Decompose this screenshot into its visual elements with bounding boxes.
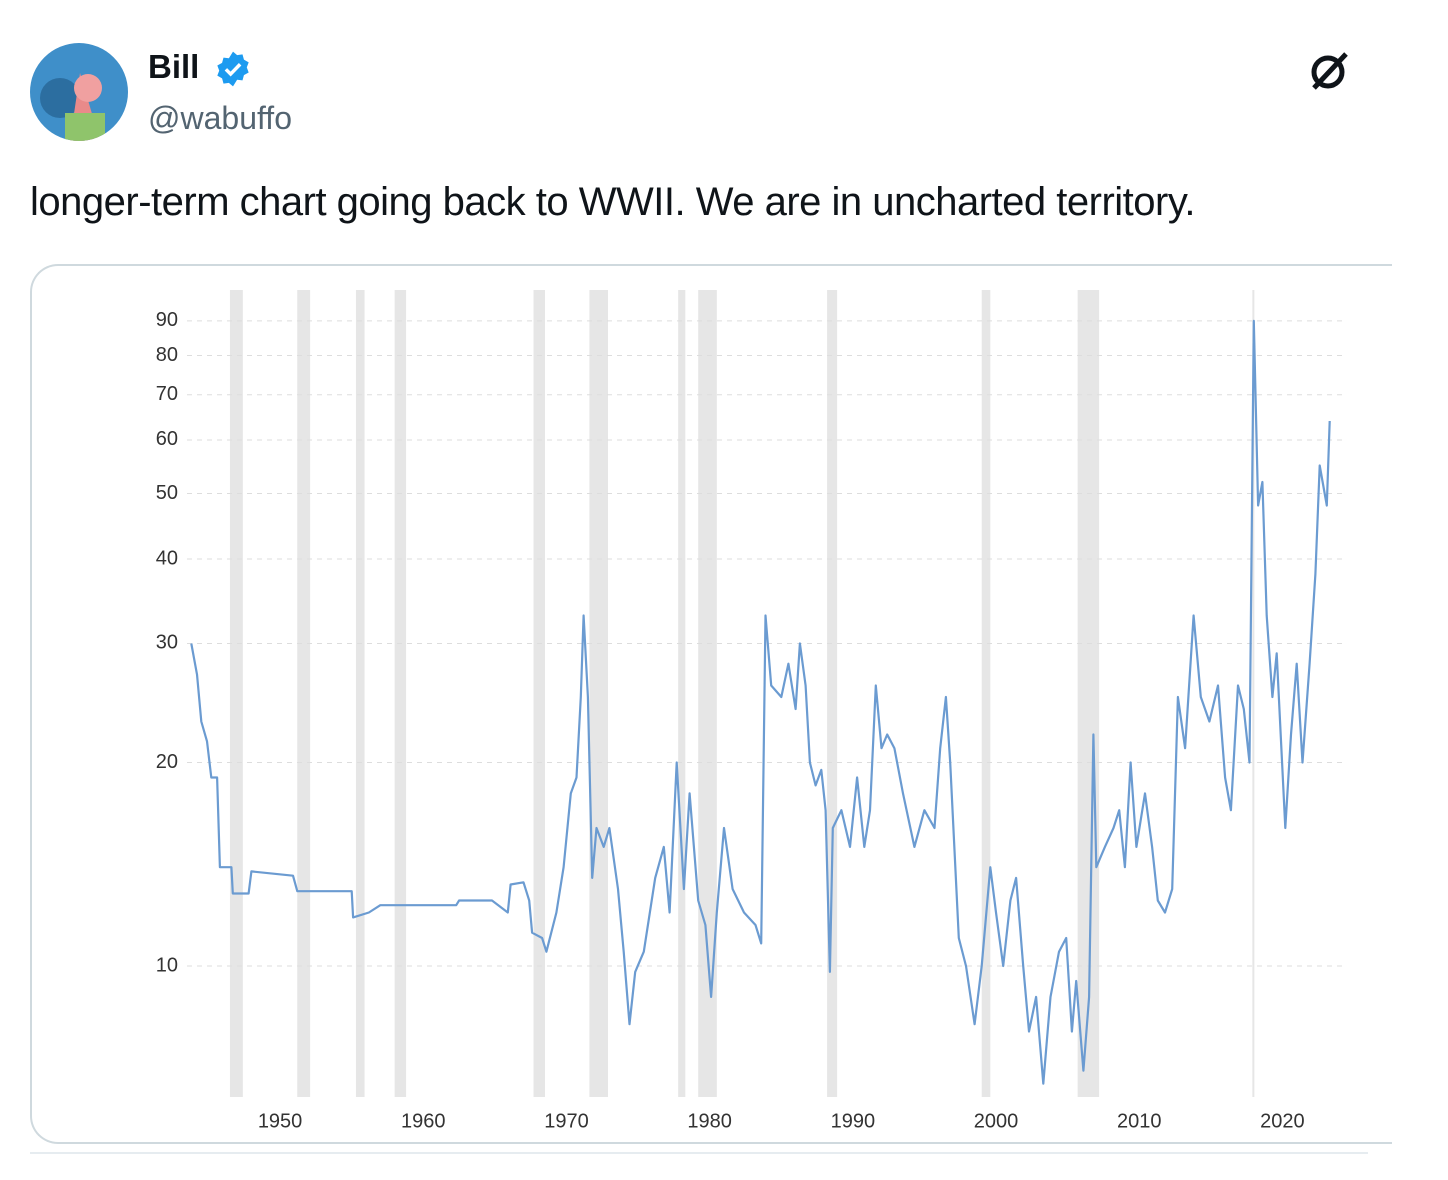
shaded-period <box>355 290 365 1097</box>
y-tick-label: 60 <box>156 428 178 450</box>
y-tick-label: 50 <box>156 482 178 504</box>
series-line <box>190 319 1331 1085</box>
media-card[interactable]: 10 20 30 40 50 60 70 80 90 1950 1960 1970 1980 1990 20… <box>30 264 1392 1144</box>
x-tick-label: 1960 <box>401 1110 446 1132</box>
grok-icon[interactable] <box>1306 48 1352 94</box>
tweet-text: longer-term chart going back to WWII. We… <box>30 180 1195 224</box>
display-name[interactable]: Bill <box>148 48 200 85</box>
handle[interactable]: @wabuffo <box>148 100 292 136</box>
y-tick-label: 30 <box>156 632 178 654</box>
x-tick-label: 1950 <box>258 1110 303 1132</box>
shaded-period <box>1077 290 1100 1097</box>
y-tick-label: 90 <box>156 309 178 331</box>
shaded-period <box>297 290 311 1097</box>
shaded-period <box>533 290 545 1097</box>
x-tick-label: 2010 <box>1117 1110 1162 1132</box>
x-tick-label: 1970 <box>544 1110 589 1132</box>
y-tick-label: 10 <box>156 954 178 976</box>
shaded-period <box>827 290 838 1097</box>
x-tick-label: 1980 <box>687 1110 732 1132</box>
shaded-period <box>698 290 717 1097</box>
shaded-period <box>981 290 991 1097</box>
shaded-period <box>1252 290 1255 1097</box>
shaded-period <box>589 290 608 1097</box>
y-tick-label: 20 <box>156 751 178 773</box>
avatar[interactable] <box>30 43 128 141</box>
divider <box>30 1152 1368 1154</box>
shaded-period <box>394 290 407 1097</box>
x-tick-label: 2020 <box>1260 1110 1305 1132</box>
y-tick-label: 80 <box>156 344 178 366</box>
shaded-period <box>229 290 243 1097</box>
y-tick-label: 70 <box>156 383 178 405</box>
x-tick-label: 2000 <box>974 1110 1019 1132</box>
x-tick-label: 1990 <box>831 1110 876 1132</box>
shaded-period <box>678 290 686 1097</box>
verified-badge <box>217 51 249 87</box>
chart: 10 20 30 40 50 60 70 80 90 1950 1960 1970 1980 1990 20… <box>156 290 1344 1132</box>
y-tick-label: 40 <box>156 547 178 569</box>
